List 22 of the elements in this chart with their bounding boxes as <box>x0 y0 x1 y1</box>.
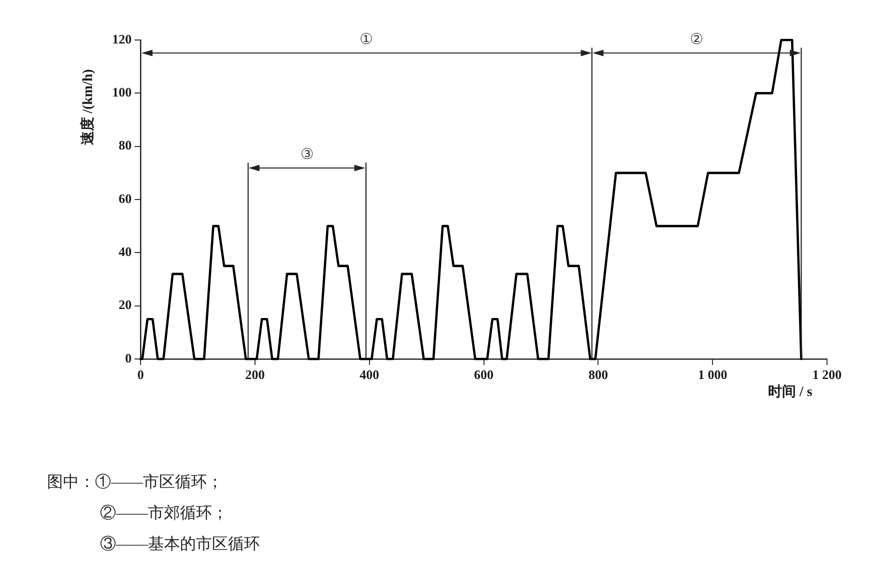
y-tick-label: 80 <box>118 138 132 153</box>
annotation: ② <box>690 30 704 48</box>
text: ③——基本的市区循环 <box>99 534 260 555</box>
x-axis-title: 时间 / s <box>768 385 812 401</box>
y-tick-label: 40 <box>118 244 132 260</box>
x-tick-label: 1 200 <box>812 367 842 382</box>
y-tick-label: 0 <box>125 350 132 366</box>
text: ②——市郊循环； <box>99 504 229 524</box>
y-tick-label: 60 <box>118 190 132 206</box>
x-tick-label: 800 <box>588 367 608 382</box>
y-tick-label: 20 <box>118 297 132 312</box>
y-axis-title: 速度 /(km/h) <box>80 69 97 145</box>
y-tick-label: 120 <box>112 31 132 46</box>
y-tick-label: 100 <box>112 84 132 100</box>
text: 图中：①——市区循环； <box>47 472 224 493</box>
x-tick-label: 200 <box>245 367 265 382</box>
x-tick-label: 0 <box>137 367 144 382</box>
x-tick-label: 1 000 <box>698 367 728 382</box>
annotation: ③ <box>300 144 314 163</box>
annotation: ① <box>360 30 373 48</box>
x-tick-label: 400 <box>360 367 380 382</box>
x-tick-label: 600 <box>474 367 494 382</box>
